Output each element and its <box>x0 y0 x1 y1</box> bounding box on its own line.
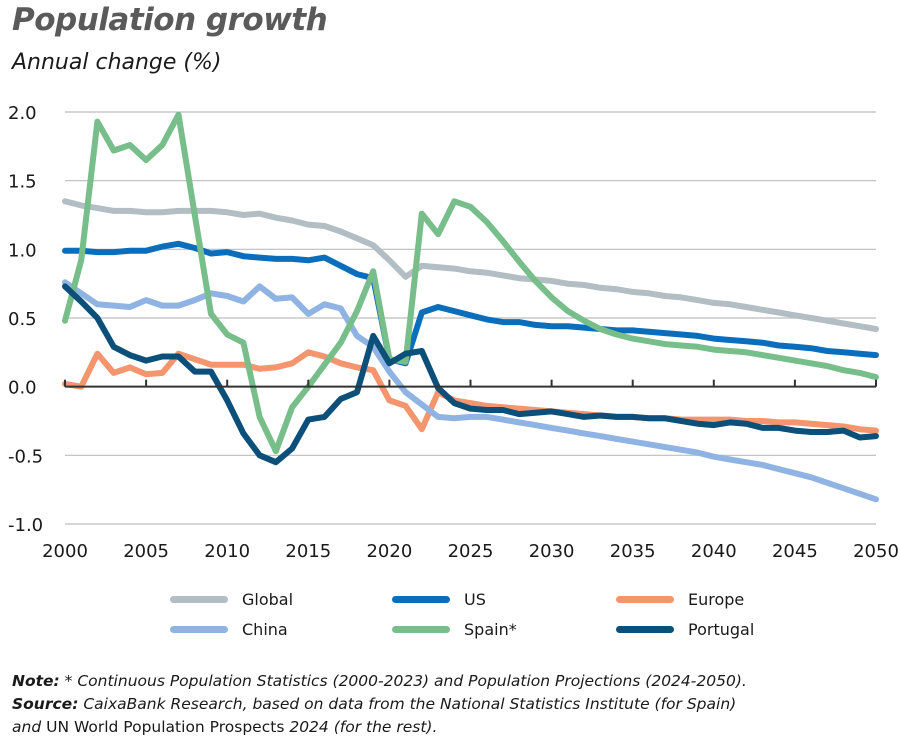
legend-swatch-us <box>392 596 450 603</box>
x-tick-label: 2010 <box>204 541 250 562</box>
note-line: Note: * Continuous Population Statistics… <box>12 670 747 693</box>
x-tick-label: 2020 <box>366 541 412 562</box>
y-tick-label: -1.0 <box>8 515 43 536</box>
y-tick-label: 2.0 <box>8 103 37 124</box>
y-tick-label: 1.5 <box>8 172 37 193</box>
legend-item-spain: Spain* <box>392 620 517 639</box>
note-text: * Continuous Population Statistics (2000… <box>59 672 747 690</box>
legend-label: Global <box>242 590 294 609</box>
source-line-2: and UN World Population Prospects 2024 (… <box>12 716 747 739</box>
x-tick-label: 2050 <box>853 541 899 562</box>
series-line-portugal <box>62 283 879 466</box>
series-line-spain <box>62 111 879 455</box>
gridlines <box>65 111 876 525</box>
x-tick-label: 2035 <box>610 541 656 562</box>
legend-swatch-global <box>170 596 228 603</box>
x-axis-zero-line <box>64 379 877 388</box>
source-text-c: 2024 (for the rest). <box>289 718 438 736</box>
legend-label: Portugal <box>688 620 755 639</box>
y-tick-label: 1.0 <box>8 240 37 261</box>
chart-subtitle: Annual change (%) <box>12 50 222 75</box>
y-tick-label: -0.5 <box>8 446 43 467</box>
x-tick-label: 2040 <box>691 541 737 562</box>
y-tick-label: 0.5 <box>8 309 37 330</box>
data-series <box>62 111 879 503</box>
source-line: Source: CaixaBank Research, based on dat… <box>12 693 747 716</box>
legend-item-us: US <box>392 590 486 609</box>
chart-title: Population growth <box>12 2 328 38</box>
legend-swatch-spain <box>392 626 450 633</box>
legend-swatch-china <box>170 626 228 633</box>
y-tick-label: 0.0 <box>8 378 37 399</box>
x-tick-label: 2025 <box>448 541 494 562</box>
y-axis-labels: 2.0 1.5 1.0 0.5 0.0 -0.5 -1.0 <box>8 103 43 536</box>
series-line-global <box>62 198 879 332</box>
legend-item-global: Global <box>170 590 293 609</box>
legend-label: US <box>464 590 486 609</box>
x-tick-label: 2015 <box>285 541 331 562</box>
legend-item-china: China <box>170 620 288 639</box>
x-axis-labels: 2000 2005 2010 2015 2020 2025 2030 2035 2040 2045… <box>42 541 899 562</box>
x-tick-label: 2000 <box>42 541 88 562</box>
legend-item-europe: Europe <box>616 590 744 609</box>
x-tick-label: 2030 <box>529 541 575 562</box>
legend-swatch-portugal <box>616 626 674 633</box>
x-tick-label: 2005 <box>123 541 169 562</box>
source-text-a: and <box>12 718 42 736</box>
note-label: Note: <box>12 672 60 690</box>
chart-notes: Note: * Continuous Population Statistics… <box>12 670 747 739</box>
source-text: CaixaBank Research, based on data from t… <box>78 695 737 713</box>
line-chart: 2.0 1.5 1.0 0.5 0.0 -0.5 -1.0 2000 2005 2010 2015… <box>8 103 899 562</box>
legend-item-portugal: Portugal <box>616 620 754 639</box>
source-text-b: UN World Population Prospects <box>41 718 290 736</box>
legend-label: China <box>242 620 288 639</box>
legend-label: Spain* <box>464 620 517 639</box>
source-label: Source: <box>12 695 79 713</box>
legend-label: Europe <box>688 590 745 609</box>
x-tick-label: 2045 <box>772 541 818 562</box>
legend-swatch-europe <box>616 596 674 603</box>
series-line-china <box>62 279 879 503</box>
